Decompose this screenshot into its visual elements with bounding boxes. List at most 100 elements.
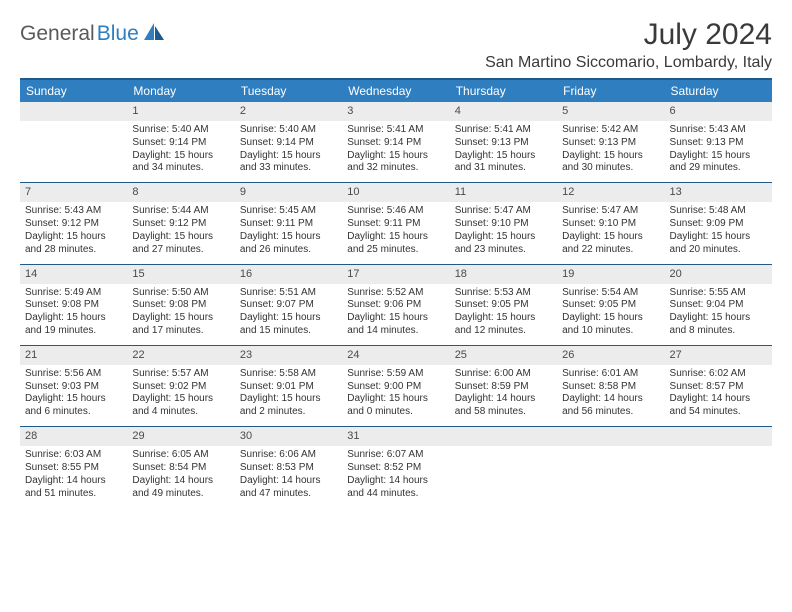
day-detail-cell: Sunrise: 6:07 AMSunset: 8:52 PMDaylight:…: [342, 446, 449, 507]
day-number: 7: [25, 185, 122, 199]
day-number-cell: 1: [127, 102, 234, 121]
sunrise-line: Sunrise: 6:07 AM: [347, 449, 423, 460]
sunrise-line: Sunrise: 5:58 AM: [240, 368, 316, 379]
day-detail-cell: Sunrise: 5:57 AMSunset: 9:02 PMDaylight:…: [127, 365, 234, 427]
day-detail-cell: Sunrise: 5:42 AMSunset: 9:13 PMDaylight:…: [557, 121, 664, 183]
sunrise-line: Sunrise: 5:56 AM: [25, 368, 101, 379]
day-number-cell: 10: [342, 183, 449, 203]
daylight-line: Daylight: 15 hours and 10 minutes.: [562, 312, 643, 336]
sunrise-line: Sunrise: 6:01 AM: [562, 368, 638, 379]
sunset-line: Sunset: 9:11 PM: [240, 218, 313, 229]
weekday-header: Saturday: [665, 79, 772, 102]
daylight-line: Daylight: 15 hours and 2 minutes.: [240, 393, 321, 417]
day-number: 8: [132, 185, 229, 199]
day-number-cell: 14: [20, 264, 127, 284]
day-number: 21: [25, 348, 122, 362]
day-detail-cell: Sunrise: 6:02 AMSunset: 8:57 PMDaylight:…: [665, 365, 772, 427]
day-number: 29: [132, 429, 229, 443]
daylight-line: Daylight: 15 hours and 8 minutes.: [670, 312, 751, 336]
day-number: 1: [132, 104, 229, 118]
sunset-line: Sunset: 9:12 PM: [25, 218, 99, 229]
sunrise-line: Sunrise: 6:03 AM: [25, 449, 101, 460]
daylight-line: Daylight: 15 hours and 32 minutes.: [347, 150, 428, 174]
sunset-line: Sunset: 9:13 PM: [670, 137, 744, 148]
day-detail-cell: Sunrise: 5:51 AMSunset: 9:07 PMDaylight:…: [235, 284, 342, 346]
day-detail-cell: Sunrise: 5:50 AMSunset: 9:08 PM Daylight:…: [127, 284, 234, 346]
day-detail-cell: Sunrise: 5:43 AMSunset: 9:12 PMDaylight:…: [20, 202, 127, 264]
day-detail-cell: Sunrise: 5:56 AMSunset: 9:03 PMDaylight:…: [20, 365, 127, 427]
day-number: 10: [347, 185, 444, 199]
sunrise-line: Sunrise: 5:40 AM: [132, 124, 208, 135]
day-number-cell: 3: [342, 102, 449, 121]
daylight-line: Daylight: 15 hours and 30 minutes.: [562, 150, 643, 174]
calendar-body: 123456Sunrise: 5:40 AMSunset: 9:14 PMDay…: [20, 102, 772, 507]
sunrise-line: Sunrise: 5:43 AM: [25, 205, 101, 216]
day-number: 16: [240, 267, 337, 281]
sunrise-line: Sunrise: 5:47 AM: [562, 205, 638, 216]
day-detail-cell: Sunrise: 5:47 AMSunset: 9:10 PMDaylight:…: [450, 202, 557, 264]
daylight-line: Daylight: 15 hours and 0 minutes.: [347, 393, 428, 417]
day-number: 5: [562, 104, 659, 118]
day-number: 28: [25, 429, 122, 443]
sunrise-line: Sunrise: 5:41 AM: [347, 124, 423, 135]
daylight-line: Daylight: 14 hours and 56 minutes.: [562, 393, 643, 417]
sunrise-line: Sunrise: 5:54 AM: [562, 287, 638, 298]
day-number-cell: 30: [235, 427, 342, 447]
sunrise-line: Sunrise: 5:50 AM: [132, 287, 208, 298]
daylight-line: Daylight: 14 hours and 51 minutes.: [25, 475, 106, 499]
day-number: 13: [670, 185, 767, 199]
daylight-line: Daylight: 14 hours and 58 minutes.: [455, 393, 536, 417]
sunrise-line: Sunrise: 5:44 AM: [132, 205, 208, 216]
sunset-line: Sunset: 9:03 PM: [25, 381, 99, 392]
weekday-header: Sunday: [20, 79, 127, 102]
day-number-cell: 16: [235, 264, 342, 284]
daylight-line: Daylight: 15 hours and 17 minutes.: [132, 312, 213, 336]
sunset-line: Sunset: 8:53 PM: [240, 462, 314, 473]
calendar-page: General Blue July 2024 San Martino Sicco…: [0, 0, 792, 525]
sunset-line: Sunset: 9:06 PM: [347, 299, 421, 310]
sunset-line: Sunset: 9:04 PM: [670, 299, 744, 310]
daylight-line: Daylight: 15 hours and 22 minutes.: [562, 231, 643, 255]
day-number-cell: 8: [127, 183, 234, 203]
sunrise-line: Sunrise: 5:40 AM: [240, 124, 316, 135]
sunrise-line: Sunrise: 6:02 AM: [670, 368, 746, 379]
sunset-line: Sunset: 9:08 PM: [25, 299, 99, 310]
day-number: 9: [240, 185, 337, 199]
day-number-cell: 4: [450, 102, 557, 121]
sunset-line: Sunset: 9:10 PM: [562, 218, 636, 229]
day-number: 6: [670, 104, 767, 118]
daylight-line: Daylight: 15 hours and 4 minutes.: [132, 393, 213, 417]
day-detail-cell: Sunrise: 5:52 AMSunset: 9:06 PMDaylight:…: [342, 284, 449, 346]
day-detail-cell: [20, 121, 127, 183]
day-number-cell: 27: [665, 345, 772, 365]
sunrise-line: Sunrise: 5:47 AM: [455, 205, 531, 216]
daylight-line: Daylight: 15 hours and 12 minutes.: [455, 312, 536, 336]
day-number-cell: 13: [665, 183, 772, 203]
day-number: 20: [670, 267, 767, 281]
day-number: 31: [347, 429, 444, 443]
day-detail-cell: Sunrise: 5:46 AMSunset: 9:11 PMDaylight:…: [342, 202, 449, 264]
weekday-header: Tuesday: [235, 79, 342, 102]
sunrise-line: Sunrise: 5:52 AM: [347, 287, 423, 298]
sunrise-line: Sunrise: 5:43 AM: [670, 124, 746, 135]
daylight-line: Daylight: 14 hours and 49 minutes.: [132, 475, 213, 499]
sunrise-line: Sunrise: 5:42 AM: [562, 124, 638, 135]
day-number: 26: [562, 348, 659, 362]
calendar-table: SundayMondayTuesdayWednesdayThursdayFrid…: [20, 78, 772, 507]
day-number-cell: 5: [557, 102, 664, 121]
weekday-header: Thursday: [450, 79, 557, 102]
day-number: 12: [562, 185, 659, 199]
sunrise-line: Sunrise: 5:59 AM: [347, 368, 423, 379]
day-number-cell: 9: [235, 183, 342, 203]
day-number: 14: [25, 267, 122, 281]
day-number-cell: 11: [450, 183, 557, 203]
day-number-cell: 31: [342, 427, 449, 447]
sunrise-line: Sunrise: 5:55 AM: [670, 287, 746, 298]
title-block: July 2024 San Martino Siccomario, Lombar…: [485, 18, 772, 72]
day-detail-cell: Sunrise: 5:47 AM Sunset: 9:10 PM Daylight:…: [557, 202, 664, 264]
day-detail-cell: Sunrise: 5:44 AMSunset: 9:12 PMDaylight:…: [127, 202, 234, 264]
sunset-line: Sunset: 9:08 PM: [132, 299, 206, 310]
day-number-cell: 25: [450, 345, 557, 365]
daylight-line: Daylight: 15 hours and 25 minutes.: [347, 231, 428, 255]
sunset-line: Sunset: 9:12 PM: [132, 218, 206, 229]
